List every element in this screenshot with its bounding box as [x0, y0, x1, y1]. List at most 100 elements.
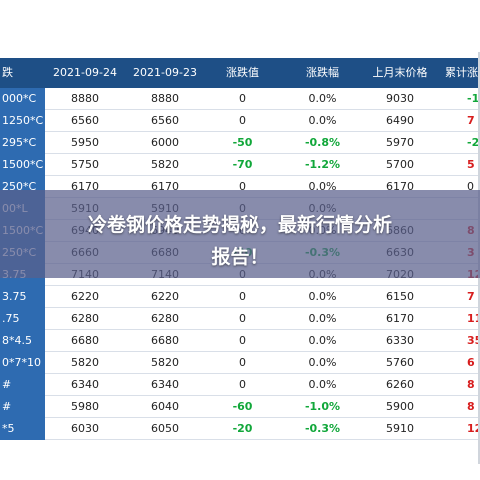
cell-chg: 0: [239, 312, 246, 325]
cell-spec: #: [0, 374, 45, 396]
table-row: 1250*C 6560 6560 0 0.0% 6490 7: [0, 110, 480, 132]
cell-cum: 8: [467, 400, 475, 413]
cell-v1: 5950: [71, 136, 99, 149]
cell-pct: 0.0%: [308, 334, 337, 347]
cell-last: 6170: [386, 180, 414, 193]
header-spec: 跌: [2, 66, 13, 79]
cell-cum: 8: [467, 378, 475, 391]
cell-chg: 0: [239, 92, 246, 105]
cell-v2: 6680: [151, 334, 179, 347]
cell-cum: 11: [467, 312, 480, 325]
cell-v1: 5980: [71, 400, 99, 413]
cell-last: 5900: [386, 400, 414, 413]
table-row: 1500*C 5750 5820 -70 -1.2% 5700 5: [0, 154, 480, 176]
cell-spec: 3.75: [0, 286, 45, 308]
cell-v2: 6170: [151, 180, 179, 193]
table-row: 295*C 5950 6000 -50 -0.8% 5970 -2: [0, 132, 480, 154]
cell-chg: 0: [239, 180, 246, 193]
header-date-2: 2021-09-23: [133, 66, 197, 79]
table-row: .75 6280 6280 0 0.0% 6170 11: [0, 308, 480, 330]
cell-pct: -0.8%: [304, 136, 341, 149]
cell-cum: 7: [467, 290, 475, 303]
cell-spec: 000*C: [0, 88, 45, 110]
cell-spec: 1250*C: [0, 110, 45, 132]
cell-v2: 6560: [151, 114, 179, 127]
table-header: 跌 2021-09-24 2021-09-23 涨跌值 涨跌幅 上月末价格 累计…: [0, 58, 480, 88]
cell-pct: 0.0%: [308, 114, 337, 127]
cell-spec: 1500*C: [0, 154, 45, 176]
cell-chg: 0: [239, 356, 246, 369]
cell-chg: -20: [232, 422, 253, 435]
table-row: #6340 6340 0 0.0% 6260 8: [0, 374, 480, 396]
cell-spec: #: [0, 396, 45, 418]
cell-chg: 0: [239, 290, 246, 303]
cell-pct: -0.3%: [304, 422, 341, 435]
cell-v2: 6040: [151, 400, 179, 413]
cell-v1: 8880: [71, 92, 99, 105]
cell-chg: -60: [232, 400, 253, 413]
cell-spec: 295*C: [0, 132, 45, 154]
cell-v1: 6170: [71, 180, 99, 193]
header-date-1: 2021-09-24: [53, 66, 117, 79]
cell-last: 5760: [386, 356, 414, 369]
cell-v2: 6340: [151, 378, 179, 391]
cell-v1: 6220: [71, 290, 99, 303]
cell-spec: .75: [0, 308, 45, 330]
header-last-month: 上月末价格: [372, 66, 428, 79]
table-row: 8*4.5 6680 6680 0 0.0% 6330 35: [0, 330, 480, 352]
cell-v2: 5820: [151, 158, 179, 171]
table-row: 000*C 8880 8880 0 0.0% 9030 -1: [0, 88, 480, 110]
cell-last: 5910: [386, 422, 414, 435]
table-row: 0*7*10 5820 5820 0 0.0% 5760 6: [0, 352, 480, 374]
header-change: 涨跌值: [226, 66, 259, 79]
cell-spec: 0*7*10: [0, 352, 45, 374]
cell-v1: 6280: [71, 312, 99, 325]
cell-last: 6330: [386, 334, 414, 347]
cell-chg: 0: [239, 378, 246, 391]
cell-pct: 0.0%: [308, 378, 337, 391]
cell-cum: -1: [467, 92, 480, 105]
cell-cum: 7: [467, 114, 475, 127]
cell-spec: *5: [0, 418, 45, 440]
header-cumulative: 累计涨: [445, 66, 478, 79]
cell-cum: 6: [467, 356, 475, 369]
cell-last: 9030: [386, 92, 414, 105]
header-change-pct: 涨跌幅: [306, 66, 339, 79]
cell-cum: 0: [467, 180, 474, 193]
table-row: 3.75 6220 6220 0 0.0% 6150 7: [0, 286, 480, 308]
cell-pct: 0.0%: [308, 312, 337, 325]
cell-chg: 0: [239, 114, 246, 127]
table-row: *5 6030 6050 -20 -0.3% 5910 12: [0, 418, 480, 440]
cell-last: 6170: [386, 312, 414, 325]
cell-chg: -70: [232, 158, 253, 171]
cell-last: 5970: [386, 136, 414, 149]
cell-cum: 35: [467, 334, 480, 347]
cell-pct: 0.0%: [308, 92, 337, 105]
cell-last: 6490: [386, 114, 414, 127]
headline-banner: 冷卷钢价格走势揭秘，最新行情分析 报告！: [0, 190, 480, 278]
cell-pct: 0.0%: [308, 290, 337, 303]
cell-v1: 6030: [71, 422, 99, 435]
cell-last: 6150: [386, 290, 414, 303]
table-row: 250*C 6170 6170 0 0.0% 6170 0: [0, 176, 480, 198]
cell-cum: 5: [467, 158, 475, 171]
cell-pct: 0.0%: [308, 180, 337, 193]
cell-pct: 0.0%: [308, 356, 337, 369]
cell-v1: 5750: [71, 158, 99, 171]
cell-chg: -50: [232, 136, 253, 149]
cell-chg: 0: [239, 334, 246, 347]
cell-last: 5700: [386, 158, 414, 171]
table-row: #5980 6040 -60 -1.0% 5900 8: [0, 396, 480, 418]
cell-v1: 6680: [71, 334, 99, 347]
headline-line-1: 冷卷钢价格走势揭秘，最新行情分析: [87, 214, 392, 236]
cell-v1: 6560: [71, 114, 99, 127]
cell-spec: 8*4.5: [0, 330, 45, 352]
cell-v2: 6220: [151, 290, 179, 303]
cell-v2: 6050: [151, 422, 179, 435]
cell-pct: -1.0%: [304, 400, 341, 413]
cell-v2: 6000: [151, 136, 179, 149]
cell-pct: -1.2%: [304, 158, 341, 171]
cell-cum: 12: [467, 422, 480, 435]
cell-cum: -2: [467, 136, 480, 149]
